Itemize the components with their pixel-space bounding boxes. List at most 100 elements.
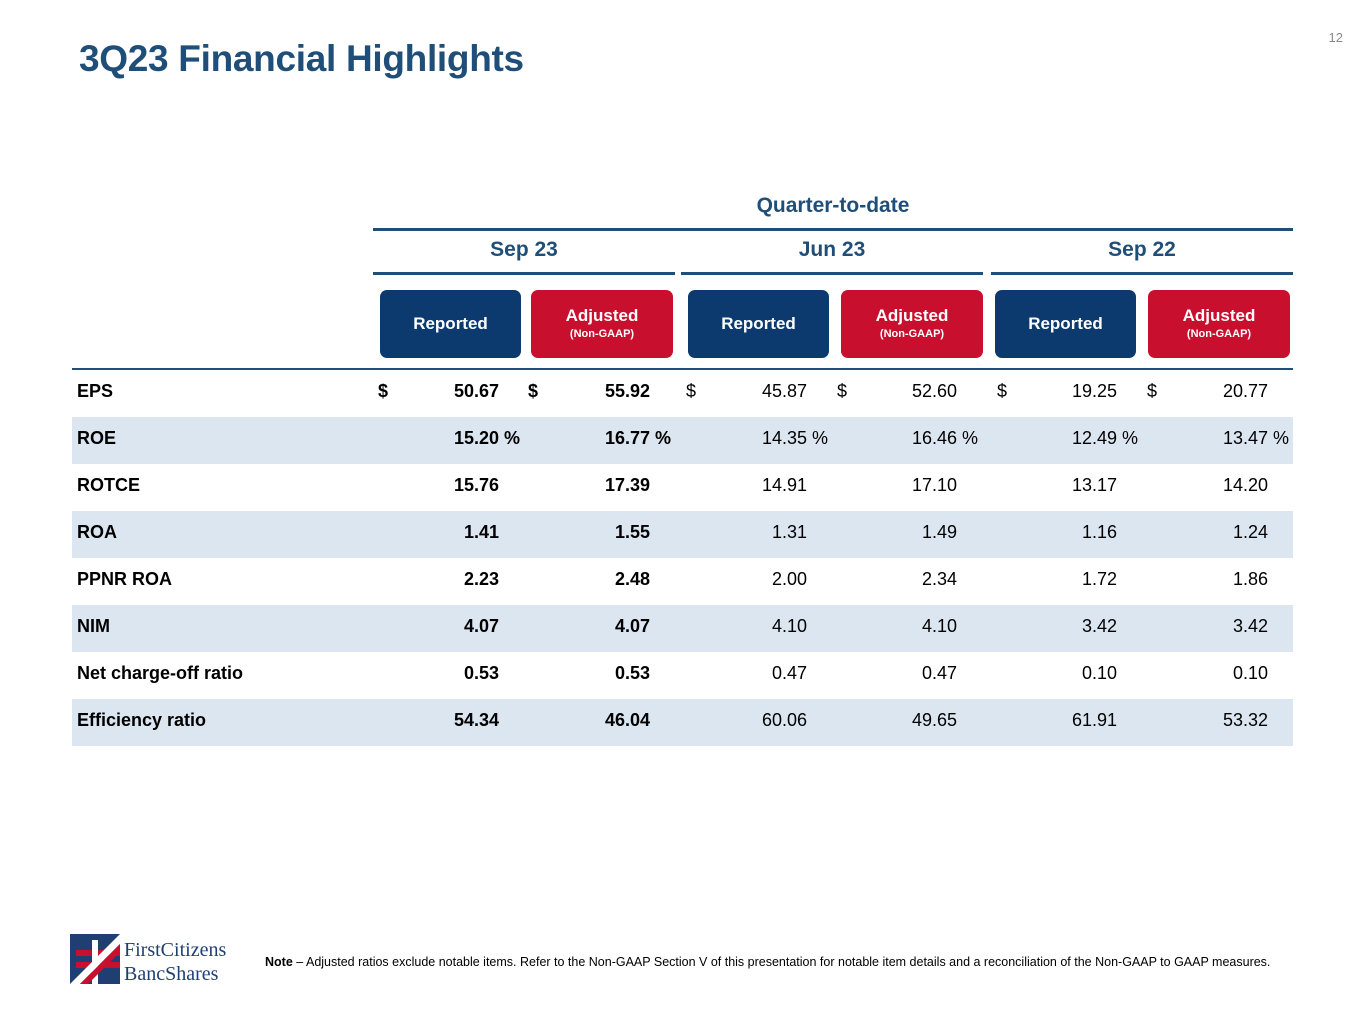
table-cell: 4.10 bbox=[877, 616, 957, 637]
table-cell: 2.34 bbox=[877, 569, 957, 590]
unit-label: % bbox=[812, 428, 829, 448]
table-cell: 2.48 bbox=[570, 569, 650, 590]
row-label: ROA bbox=[77, 522, 117, 542]
cell-value: 16.77 bbox=[604, 428, 650, 448]
cell-value: 2.00 bbox=[771, 569, 807, 589]
cell-value: 3.42 bbox=[1081, 616, 1117, 636]
table-cell: 14.20 bbox=[1188, 475, 1268, 496]
cell-value: 2.48 bbox=[614, 569, 650, 589]
table-cell: 17.39 bbox=[570, 475, 650, 496]
cell-value: 0.53 bbox=[463, 663, 499, 683]
cell-value: 0.10 bbox=[1232, 663, 1268, 683]
reported-header-sep-23: Reported bbox=[380, 290, 521, 358]
cell-value: 4.07 bbox=[614, 616, 650, 636]
table-cell: 2.23 bbox=[419, 569, 499, 590]
cell-value: 15.76 bbox=[453, 475, 499, 495]
table-cell: 14.91 bbox=[727, 475, 807, 496]
unit-label: % bbox=[962, 428, 979, 448]
table-cell: 14.35% bbox=[727, 428, 828, 449]
cell-value: 46.04 bbox=[604, 710, 650, 730]
table-cell: 0.10 bbox=[1188, 663, 1268, 684]
cell-value: 12.49 bbox=[1071, 428, 1117, 448]
table-cell: 61.91 bbox=[1037, 710, 1117, 731]
table-cell: 49.65 bbox=[877, 710, 957, 731]
adjusted-header-sep-23: Adjusted (Non-GAAP) bbox=[531, 290, 673, 358]
adjusted-label: Adjusted bbox=[565, 306, 639, 325]
table-cell: 0.53 bbox=[570, 663, 650, 684]
period-rule-sep-22 bbox=[991, 272, 1293, 275]
adjusted-label: Adjusted bbox=[1182, 306, 1256, 325]
cell-value: 17.39 bbox=[604, 475, 650, 495]
flag-logo-icon bbox=[70, 934, 120, 984]
table-cell: 3.42 bbox=[1188, 616, 1268, 637]
table-cell: 0.10 bbox=[1037, 663, 1117, 684]
table-cell: 20.77 bbox=[1188, 381, 1268, 402]
cell-value: 1.49 bbox=[921, 522, 957, 542]
table-cell: 1.41 bbox=[419, 522, 499, 543]
period-label-sep-22: Sep 22 bbox=[1108, 238, 1176, 261]
table-top-rule bbox=[72, 368, 1293, 370]
unit-label: % bbox=[655, 428, 672, 448]
dollar-sign: $ bbox=[378, 381, 389, 401]
table-row: NIM 4.07 4.07 4.10 4.10 3.42 3.42 bbox=[72, 605, 1293, 652]
cell-value: 14.35 bbox=[761, 428, 807, 448]
dollar-sign: $ bbox=[686, 381, 697, 401]
period-label-jun-23: Jun 23 bbox=[798, 238, 866, 261]
cell-value: 1.16 bbox=[1081, 522, 1117, 542]
table-cell: 15.76 bbox=[419, 475, 499, 496]
cell-value: 4.10 bbox=[921, 616, 957, 636]
cell-value: 3.42 bbox=[1232, 616, 1268, 636]
row-label: Efficiency ratio bbox=[77, 710, 207, 730]
reported-label: Reported bbox=[413, 314, 488, 333]
reported-label: Reported bbox=[1028, 314, 1103, 333]
row-label: Net charge-off ratio bbox=[77, 663, 244, 683]
table-cell: 0.47 bbox=[727, 663, 807, 684]
page-number: 12 bbox=[1328, 30, 1343, 45]
row-label: PPNR ROA bbox=[77, 569, 173, 589]
financial-table: EPS $50.67 $55.92 $45.87 $52.60 $19.25 $20.77 R… bbox=[72, 370, 1293, 746]
unit-label: % bbox=[504, 428, 521, 448]
cell-value: 4.07 bbox=[463, 616, 499, 636]
cell-value: 45.87 bbox=[761, 381, 807, 401]
cell-value: 13.17 bbox=[1071, 475, 1117, 495]
cell-value: 54.34 bbox=[453, 710, 499, 730]
cell-value: 14.20 bbox=[1222, 475, 1268, 495]
adjusted-header-sep-22: Adjusted (Non-GAAP) bbox=[1148, 290, 1290, 358]
table-cell: 16.77% bbox=[570, 428, 671, 449]
logo-line-1: FirstCitizens bbox=[124, 939, 226, 961]
cell-value: 17.10 bbox=[911, 475, 957, 495]
table-row: PPNR ROA 2.23 2.48 2.00 2.34 1.72 1.86 bbox=[72, 558, 1293, 605]
group-rule bbox=[373, 228, 1293, 231]
table-cell: 0.47 bbox=[877, 663, 957, 684]
cell-value: 15.20 bbox=[453, 428, 499, 448]
table-cell: 1.86 bbox=[1188, 569, 1268, 590]
dollar-sign: $ bbox=[997, 381, 1008, 401]
table-cell: 60.06 bbox=[727, 710, 807, 731]
table-row: ROA 1.41 1.55 1.31 1.49 1.16 1.24 bbox=[72, 511, 1293, 558]
table-cell: 1.24 bbox=[1188, 522, 1268, 543]
cell-value: 49.65 bbox=[911, 710, 957, 730]
non-gaap-label: (Non-GAAP) bbox=[879, 328, 945, 340]
non-gaap-label: (Non-GAAP) bbox=[1186, 328, 1252, 340]
adjusted-header-jun-23: Adjusted (Non-GAAP) bbox=[841, 290, 983, 358]
note-label: Note bbox=[265, 955, 293, 969]
period-rule-sep-23 bbox=[373, 272, 675, 275]
table-cell: 1.49 bbox=[877, 522, 957, 543]
cell-value: 1.24 bbox=[1232, 522, 1268, 542]
cell-value: 1.31 bbox=[771, 522, 807, 542]
cell-value: 1.41 bbox=[463, 522, 499, 542]
table-cell: 13.47% bbox=[1188, 428, 1289, 449]
quarter-to-date-label: Quarter-to-date bbox=[756, 194, 910, 217]
note-text: – Adjusted ratios exclude notable items.… bbox=[292, 955, 1271, 969]
unit-label: % bbox=[1273, 428, 1290, 448]
cell-value: 0.10 bbox=[1081, 663, 1117, 683]
table-row: Net charge-off ratio 0.53 0.53 0.47 0.47 0.10… bbox=[72, 652, 1293, 699]
period-rule-jun-23 bbox=[681, 272, 983, 275]
row-label: EPS bbox=[77, 381, 114, 401]
row-label: ROE bbox=[77, 428, 117, 448]
table-cell: 17.10 bbox=[877, 475, 957, 496]
cell-value: 2.23 bbox=[463, 569, 499, 589]
cell-value: 4.10 bbox=[771, 616, 807, 636]
cell-value: 16.46 bbox=[911, 428, 957, 448]
period-label-sep-23: Sep 23 bbox=[490, 238, 558, 261]
